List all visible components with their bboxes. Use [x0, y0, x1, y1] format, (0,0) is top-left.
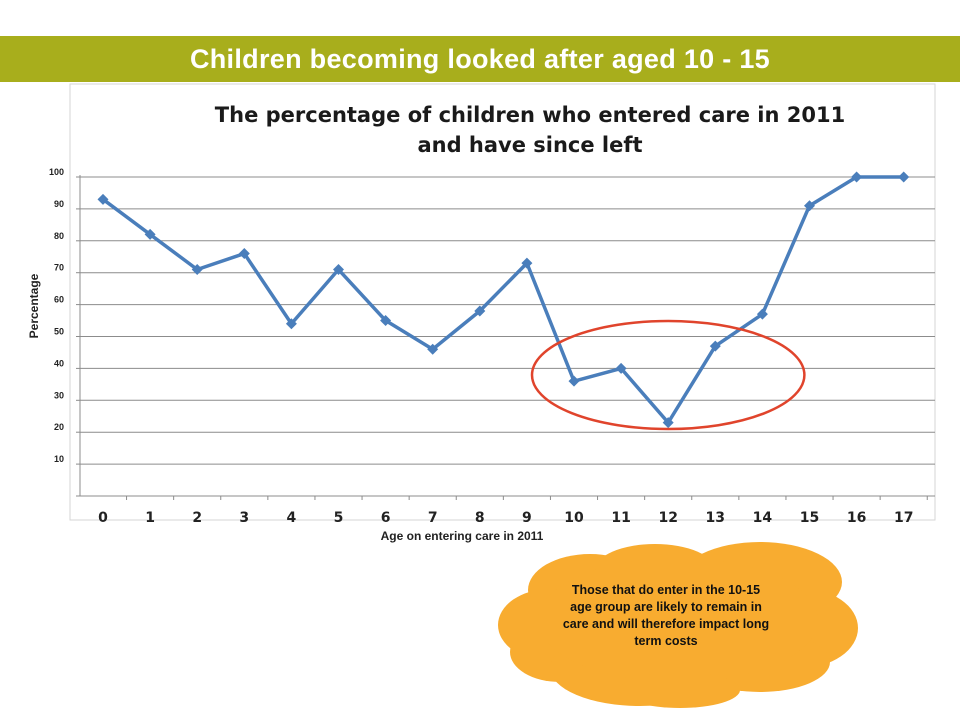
- y-tick-label-70: 70: [54, 263, 64, 273]
- y-tick-label-40: 40: [54, 358, 64, 368]
- x-tick-label-10: 10: [564, 510, 584, 526]
- y-tick-label-60: 60: [54, 295, 64, 305]
- data-point-16: [851, 171, 863, 183]
- page-title: Children becoming looked after aged 10 -…: [189, 43, 771, 74]
- data-point-7: [427, 343, 439, 355]
- x-tick-label-9: 9: [522, 510, 532, 526]
- data-point-0: [97, 193, 109, 205]
- y-tick-label-10: 10: [54, 454, 64, 464]
- x-tick-label-16: 16: [847, 510, 866, 526]
- data-point-10: [568, 375, 580, 387]
- data-point-13: [709, 340, 721, 352]
- y-tick-label-30: 30: [54, 390, 64, 400]
- data-point-14: [756, 308, 768, 320]
- x-tick-label-0: 0: [98, 510, 108, 526]
- x-tick-label-5: 5: [334, 510, 344, 526]
- x-tick-label-7: 7: [428, 510, 438, 526]
- y-axis-title: Percentage: [27, 273, 41, 338]
- x-tick-label-15: 15: [800, 510, 819, 526]
- data-point-5: [333, 264, 344, 276]
- chart-title: The percentage of children who entered c…: [160, 100, 900, 160]
- data-point-9: [521, 257, 533, 269]
- x-tick-label-6: 6: [381, 510, 391, 526]
- data-point-1: [144, 228, 156, 240]
- header-banner: Children becoming looked after aged 10 -…: [0, 36, 960, 82]
- y-tick-label-90: 90: [54, 199, 64, 209]
- data-point-2: [191, 264, 203, 276]
- y-tick-label-20: 20: [54, 422, 64, 432]
- x-tick-label-13: 13: [706, 510, 725, 526]
- data-point-11: [615, 362, 627, 374]
- data-point-12: [662, 417, 674, 429]
- y-tick-label-50: 50: [54, 327, 64, 337]
- x-tick-label-3: 3: [239, 510, 249, 526]
- callout-text: Those that do enter in the 10-15 age gro…: [562, 583, 770, 648]
- x-tick-label-12: 12: [658, 510, 677, 526]
- x-tick-label-17: 17: [894, 510, 913, 526]
- x-tick-label-4: 4: [287, 510, 297, 526]
- highlight-ellipse: [530, 319, 806, 431]
- series-line-0: [101, 175, 904, 425]
- x-tick-label-2: 2: [192, 510, 202, 526]
- x-tick-label-14: 14: [753, 510, 773, 526]
- x-tick-label-11: 11: [611, 510, 630, 526]
- plot-frame: [69, 83, 936, 521]
- x-tick-label-1: 1: [145, 510, 155, 526]
- y-tick-label-80: 80: [54, 231, 64, 241]
- data-point-4: [285, 318, 297, 330]
- chart-title-line-1: The percentage of children who entered c…: [214, 103, 846, 127]
- x-axis-title: Age on entering care in 2011: [381, 529, 544, 543]
- data-point-6: [380, 315, 392, 327]
- chart-title-line-2: and have since left: [417, 133, 643, 157]
- data-point-3: [238, 248, 250, 260]
- data-point-8: [474, 305, 486, 317]
- data-point-15: [804, 200, 815, 212]
- x-tick-label-8: 8: [475, 510, 485, 526]
- y-tick-label-100: 100: [49, 167, 64, 177]
- data-point-17: [898, 171, 910, 183]
